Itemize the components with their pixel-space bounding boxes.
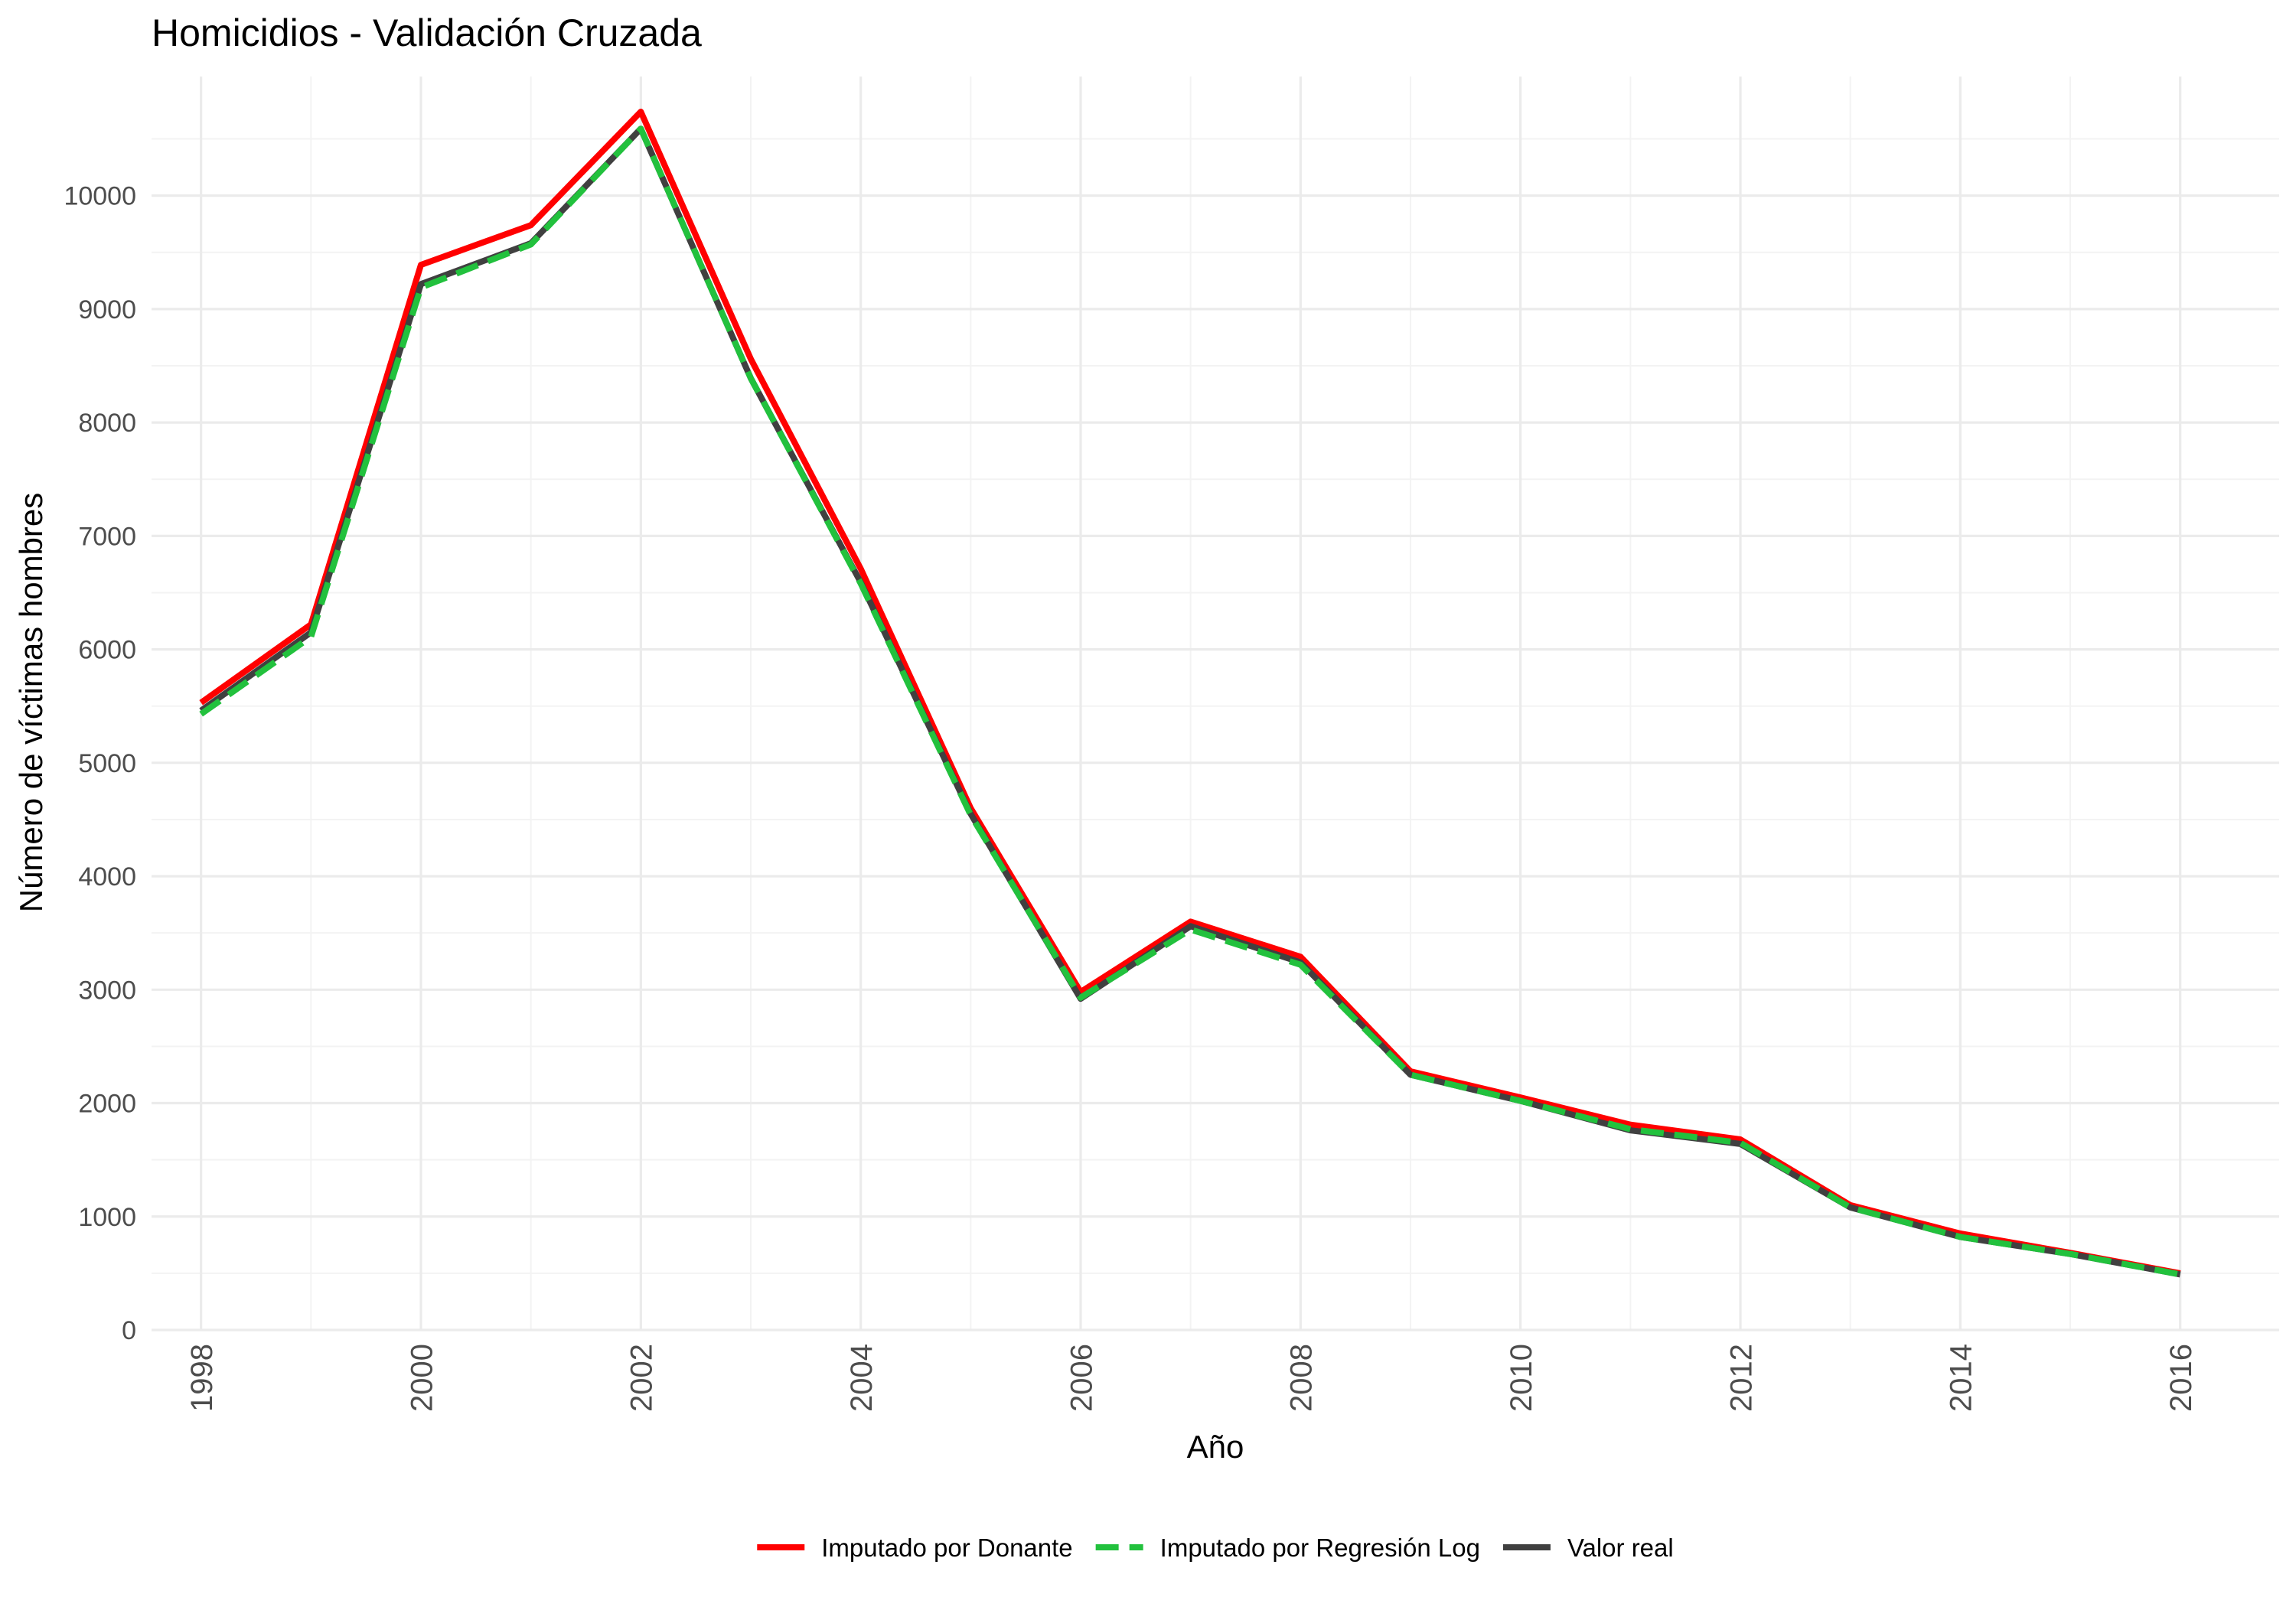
x-axis-title: Año: [1187, 1429, 1244, 1465]
x-tick-label: 2002: [625, 1344, 659, 1412]
y-tick-label: 10000: [64, 182, 136, 211]
x-axis-tick-labels: 1998 2000 2002 2004 2006 2008 2010 2012 2014 2016: [185, 1344, 2198, 1412]
y-tick-label: 7000: [78, 522, 136, 551]
legend-label-2: Imputado por Regresión Log: [1160, 1534, 1480, 1562]
y-tick-label: 2000: [78, 1090, 136, 1119]
series-line-2: [199, 125, 2181, 1278]
legend: Imputado por Donante Imputado por Regresi…: [757, 1534, 1674, 1562]
data-series: [199, 109, 2181, 1278]
x-tick-label: 2000: [405, 1344, 439, 1412]
y-axis-title: Número de víctimas hombres: [13, 493, 49, 913]
grid-lines: [152, 77, 2279, 1332]
y-tick-label: 9000: [78, 295, 136, 324]
x-tick-label: 2010: [1505, 1344, 1538, 1412]
y-tick-label: 0: [122, 1316, 136, 1345]
y-tick-label: 4000: [78, 862, 136, 892]
legend-label-1: Imputado por Donante: [821, 1534, 1072, 1562]
x-tick-label: 2012: [1724, 1344, 1758, 1412]
x-tick-label: 2008: [1285, 1344, 1319, 1412]
y-tick-label: 6000: [78, 636, 136, 665]
chart-title: Homicidios - Validación Cruzada: [152, 11, 702, 54]
x-tick-label: 2004: [845, 1344, 879, 1412]
legend-label-3: Valor real: [1567, 1534, 1674, 1562]
y-tick-label: 5000: [78, 749, 136, 778]
y-tick-label: 1000: [78, 1203, 136, 1232]
x-tick-label: 2014: [1945, 1344, 1978, 1412]
x-tick-label: 1998: [185, 1344, 219, 1412]
x-tick-label: 2006: [1065, 1344, 1098, 1412]
y-axis-tick-labels: 0 1000 2000 3000 4000 5000 6000 7000 8000 9000 100…: [64, 182, 136, 1345]
x-tick-label: 2016: [2164, 1344, 2198, 1412]
y-tick-label: 3000: [78, 976, 136, 1005]
y-tick-label: 8000: [78, 409, 136, 438]
